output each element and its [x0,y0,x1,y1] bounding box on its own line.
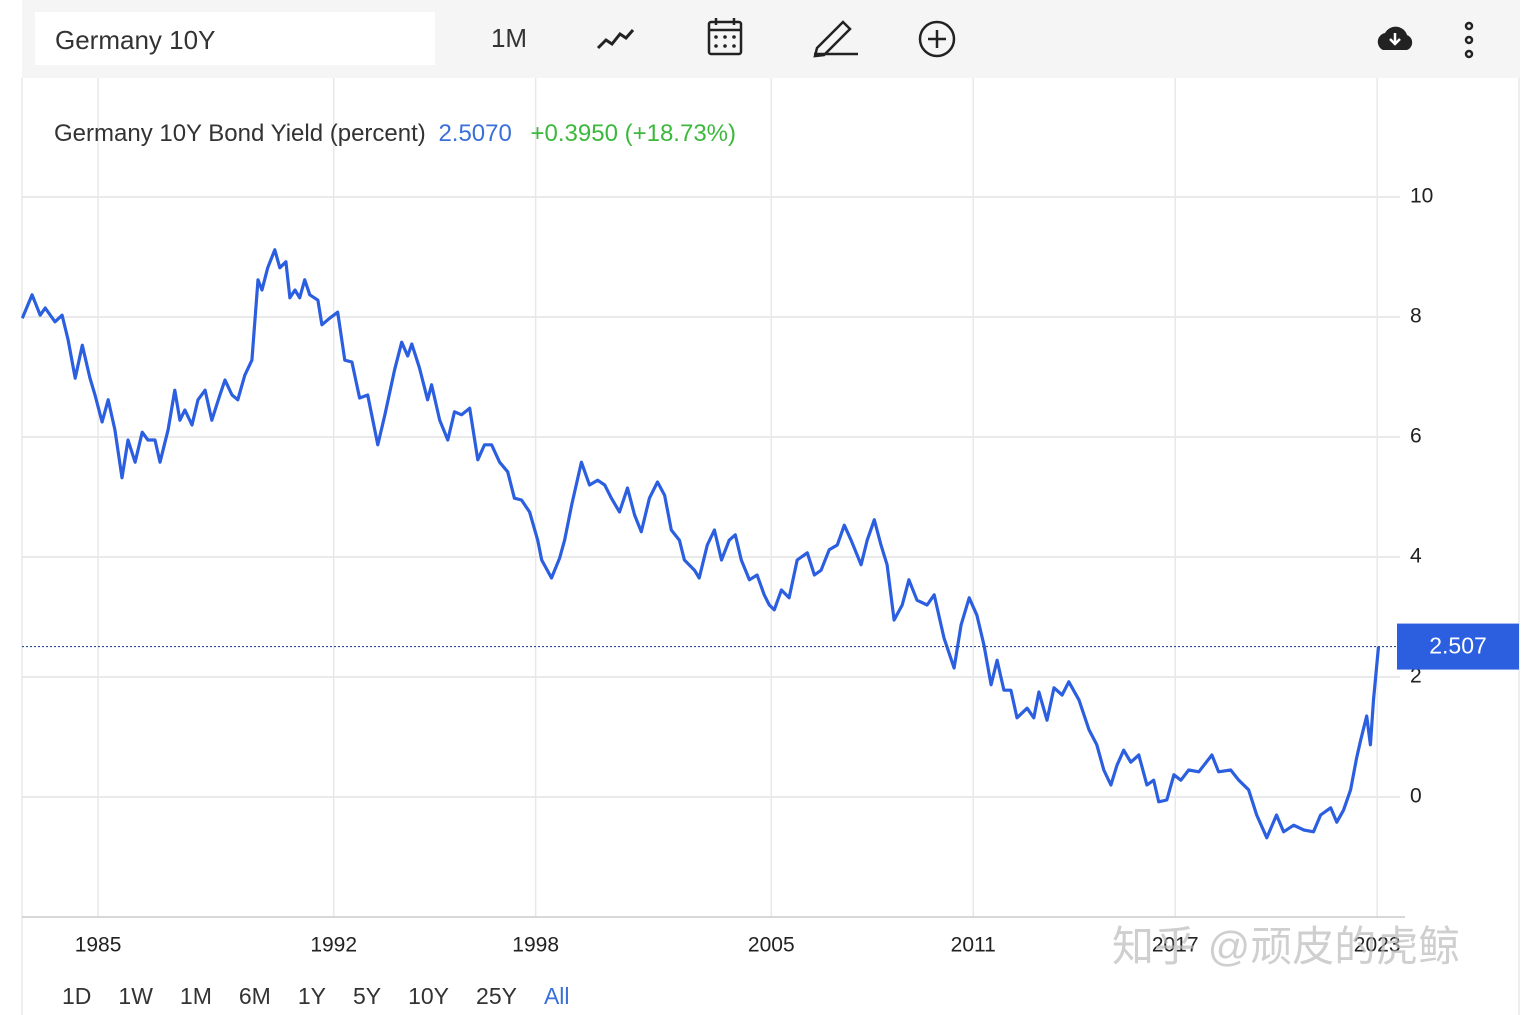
range-button[interactable]: 1W [118,983,153,1009]
grid: 0 2 4 6 8 10 1985 1992 1998 2005 2011 2017 2023 [22,78,1433,957]
y-tick-label: 8 [1410,305,1422,328]
range-button[interactable]: 10Y [408,983,449,1009]
chart-title: Germany 10Y Bond Yield (percent) [54,120,426,147]
x-tick-label: 2011 [951,934,996,957]
range-button[interactable]: 1M [180,983,212,1009]
compare-icon[interactable] [918,20,956,58]
menu-icon[interactable] [1464,21,1474,59]
chart-type-icon[interactable] [596,29,635,50]
x-tick-label: 2017 [1152,934,1199,957]
interval-button[interactable]: 1M [491,23,527,53]
price-tag-box [1397,623,1519,670]
x-tick-label: 2023 [1354,934,1401,957]
range-button[interactable]: 6M [239,983,271,1009]
chart-header: Germany 10Y Bond Yield (percent) 2.5070 … [54,120,736,147]
search-text[interactable]: Germany 10Y [55,25,215,55]
watermark: 知乎 @顽皮的虎鲸 [1112,923,1460,970]
last-value: 2.5070 [438,120,511,147]
y-tick-label: 4 [1410,545,1422,568]
range-button[interactable]: All [544,983,570,1009]
x-tick-label: 1985 [75,934,122,957]
y-tick-label: 2 [1410,665,1422,688]
range-button[interactable]: 25Y [476,983,517,1009]
x-tick-label: 1998 [512,934,559,957]
x-tick-label: 2005 [748,934,795,957]
series-line [20,248,1381,840]
range-button[interactable]: 5Y [353,983,381,1009]
search-box[interactable] [35,12,435,65]
range-button[interactable]: 1Y [298,983,326,1009]
y-tick-label: 6 [1410,425,1422,448]
download-icon[interactable] [1377,26,1413,50]
change: +0.3950 (+18.73%) [531,120,737,147]
y-tick-label: 10 [1410,185,1433,208]
range-button[interactable]: 1D [62,983,91,1009]
y-tick-label: 0 [1410,785,1422,808]
range-buttons: 1D 1W 1M 6M 1Y 5Y 10Y 25Y All [62,983,570,1009]
x-tick-label: 1992 [310,934,357,957]
draw-icon[interactable] [813,20,858,58]
calendar-icon[interactable] [707,18,743,56]
plot: 2.507 [20,248,1519,840]
price-tag: 2.507 [1429,633,1487,659]
